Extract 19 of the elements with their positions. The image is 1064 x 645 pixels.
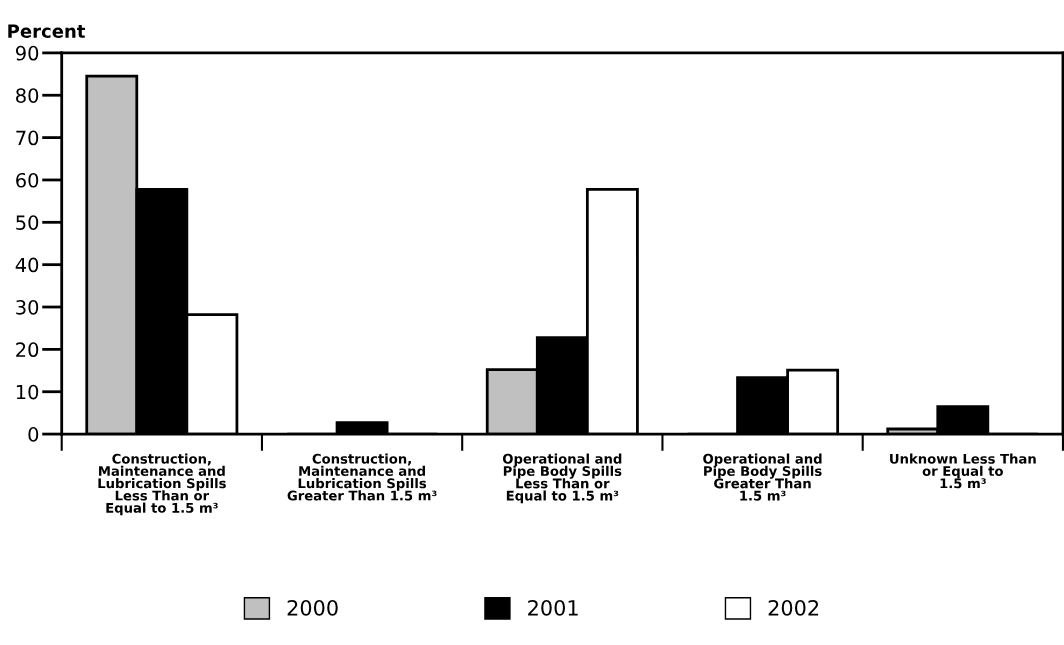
- x-tick-label: Operational and Pipe Body Spills Less Than or Equal to 1.5 m³: [502, 453, 622, 504]
- legend-label: 2001: [528, 599, 578, 616]
- y-tick-label: 40: [15, 257, 39, 273]
- legend-label: 2002: [768, 599, 819, 616]
- y-tick-label: 50: [16, 215, 39, 230]
- y-tick-label: 90: [15, 45, 39, 61]
- y-tick-label: 80: [16, 88, 39, 103]
- y-tick-label: 60: [16, 172, 39, 188]
- x-tick-label: Operational and Pipe Body Spills Greater Than 1.5 m³: [703, 453, 822, 501]
- y-tick-label: 0: [28, 427, 39, 442]
- y-tick-label: 70: [16, 130, 39, 146]
- y-tick-label: 20: [16, 342, 39, 358]
- y-tick-label: 10: [16, 384, 39, 400]
- legend-label: 2000: [287, 599, 338, 616]
- y-tick-label: 30: [16, 299, 39, 315]
- x-tick-label: Unknown Less Than or Equal to 1.5 m³: [890, 453, 1036, 489]
- x-tick-label: Construction, Maintenance and Lubrication Spills Greater Than 1.5 m³: [287, 453, 437, 501]
- y-axis-title: Percent: [8, 24, 86, 38]
- x-tick-label: Construction, Maintenance and Lubrication Spills Less Than or Equal to 1.5 m³: [98, 453, 226, 516]
